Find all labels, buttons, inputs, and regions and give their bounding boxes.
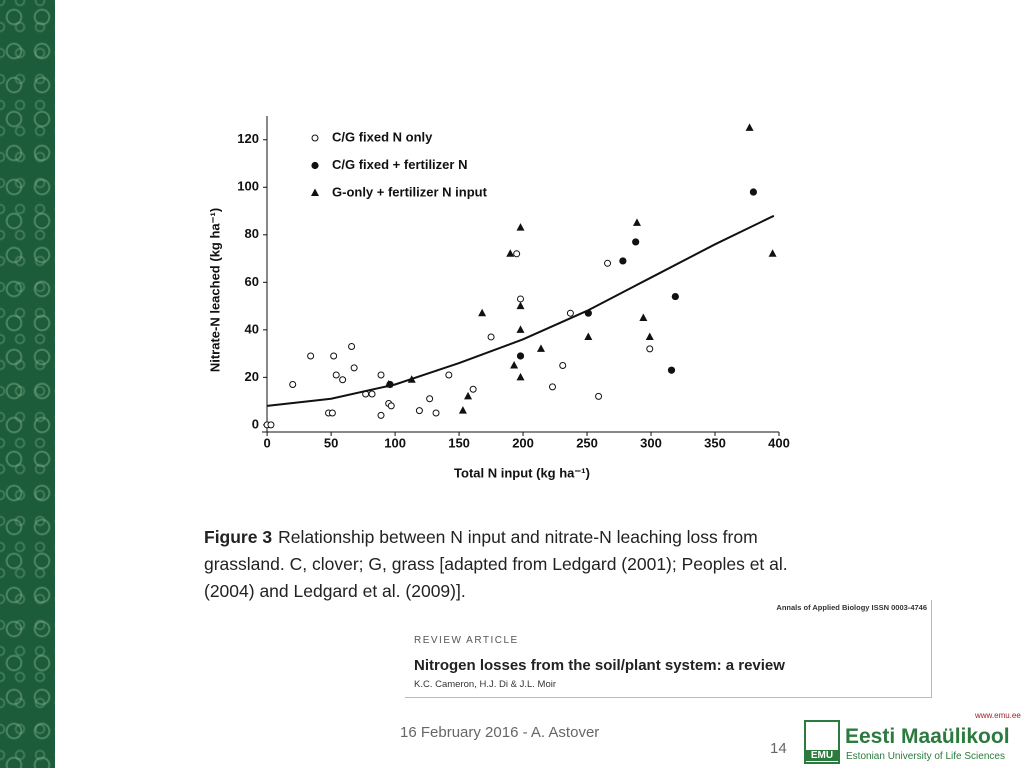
open-circle-point	[595, 392, 603, 400]
filled-circle-point	[667, 366, 676, 374]
article-kind: REVIEW ARTICLE	[414, 635, 519, 646]
open-circle-point	[332, 371, 340, 379]
open-circle-point	[377, 371, 385, 379]
x-tick-label: 200	[512, 435, 534, 450]
x-tick-label: 400	[768, 435, 790, 450]
open-circle-point	[513, 250, 521, 258]
university: Eesti Maaülikool	[845, 725, 1010, 748]
triangle-point	[584, 332, 593, 340]
triangle-point	[632, 218, 641, 226]
y-tick-label: 20	[245, 369, 259, 384]
triangle-point	[516, 223, 525, 231]
open-circle-point	[289, 380, 297, 388]
triangle-point	[464, 391, 473, 400]
y-tick-label: 40	[245, 321, 259, 336]
page-number: 14	[770, 740, 787, 757]
filled-circle-point	[632, 238, 640, 246]
triangle-point	[645, 332, 654, 340]
y-axis-label: Nitrate-N leached (kg ha⁻¹)	[207, 208, 222, 372]
footer-date: 16 February 2016 - A. Astover	[400, 724, 600, 741]
filled-circle-point	[749, 188, 758, 196]
y-tick-label: 60	[245, 274, 259, 289]
x-tick-label: 0	[264, 435, 271, 450]
x-tick-label: 150	[448, 435, 470, 450]
x-tick-label: 300	[640, 435, 662, 450]
y-tick-label: 120	[237, 131, 259, 146]
open-circle-point	[415, 407, 423, 415]
x-axis-label: Total N input (kg ha⁻¹)	[454, 465, 590, 480]
decorative-band	[0, 0, 55, 768]
logo: EMU	[804, 720, 840, 764]
university-en: Estonian University of Life Sciences	[846, 751, 1005, 762]
triangle-point	[506, 249, 515, 257]
triangle-point	[536, 344, 545, 352]
legend-marker	[311, 134, 319, 142]
open-circle-point	[604, 259, 612, 267]
triangle-point	[510, 360, 519, 369]
figure-caption: Figure 3 Relationship between N input and…	[204, 524, 814, 605]
chart: Nitrate-N leached (kg ha⁻¹) Total N inpu…	[207, 116, 790, 480]
open-circle-point	[348, 342, 356, 350]
y-tick-label: 100	[237, 179, 259, 194]
article-header: Annals of Applied Biology ISSN 0003-4746…	[405, 600, 932, 698]
legend-label: G-only + fertilizer N input	[332, 184, 488, 199]
triangle-point	[639, 313, 648, 321]
journal: Annals of Applied Biology ISSN 0003-4746	[776, 603, 927, 612]
open-circle-point	[469, 385, 477, 393]
fit-curve	[267, 214, 775, 407]
url: www.emu.ee	[975, 711, 1021, 720]
open-circle-point	[432, 409, 440, 417]
open-circle-point	[330, 352, 338, 360]
triangle-point	[458, 406, 467, 414]
filled-circle-point	[619, 257, 627, 265]
open-circle-point	[307, 352, 315, 360]
triangle-point	[516, 301, 525, 310]
triangle-point	[516, 372, 525, 381]
triangle-point	[745, 123, 754, 131]
triangle-point	[478, 308, 487, 317]
legend-marker	[311, 161, 319, 170]
open-circle-point	[487, 333, 495, 341]
legend-marker	[311, 188, 319, 196]
open-circle-point	[328, 409, 336, 417]
article-title: Nitrogen losses from the soil/plant syst…	[414, 657, 785, 674]
open-circle-point	[267, 421, 275, 429]
x-tick-label: 50	[324, 435, 338, 450]
article-authors: K.C. Cameron, H.J. Di & J.L. Moir	[414, 679, 557, 690]
legend-label: C/G fixed N only	[332, 129, 433, 144]
caption-text: Relationship between N input and nitrate…	[204, 527, 788, 601]
triangle-point	[516, 325, 525, 333]
x-tick-label: 350	[704, 435, 726, 450]
filled-circle-point	[516, 352, 525, 360]
open-circle-point	[517, 295, 524, 303]
legend-label: C/G fixed + fertilizer N	[332, 157, 467, 172]
open-circle-point	[566, 309, 574, 317]
open-circle-point	[426, 395, 434, 403]
open-circle-point	[350, 364, 358, 372]
y-tick-label: 0	[252, 416, 259, 431]
open-circle-point	[339, 376, 347, 384]
x-tick-label: 250	[576, 435, 598, 450]
y-tick-label: 80	[245, 226, 259, 241]
open-circle-point	[377, 411, 385, 419]
logo-mark: EMU	[806, 750, 838, 761]
open-circle-point	[368, 390, 376, 398]
open-circle-point	[559, 361, 567, 369]
open-circle-point	[646, 345, 654, 353]
open-circle-point	[387, 402, 395, 410]
caption-label: Figure 3	[204, 527, 273, 547]
filled-circle-point	[671, 292, 679, 301]
x-tick-label: 100	[384, 435, 406, 450]
open-circle-point	[548, 383, 556, 391]
triangle-point	[768, 249, 777, 257]
open-circle-point	[445, 371, 453, 379]
